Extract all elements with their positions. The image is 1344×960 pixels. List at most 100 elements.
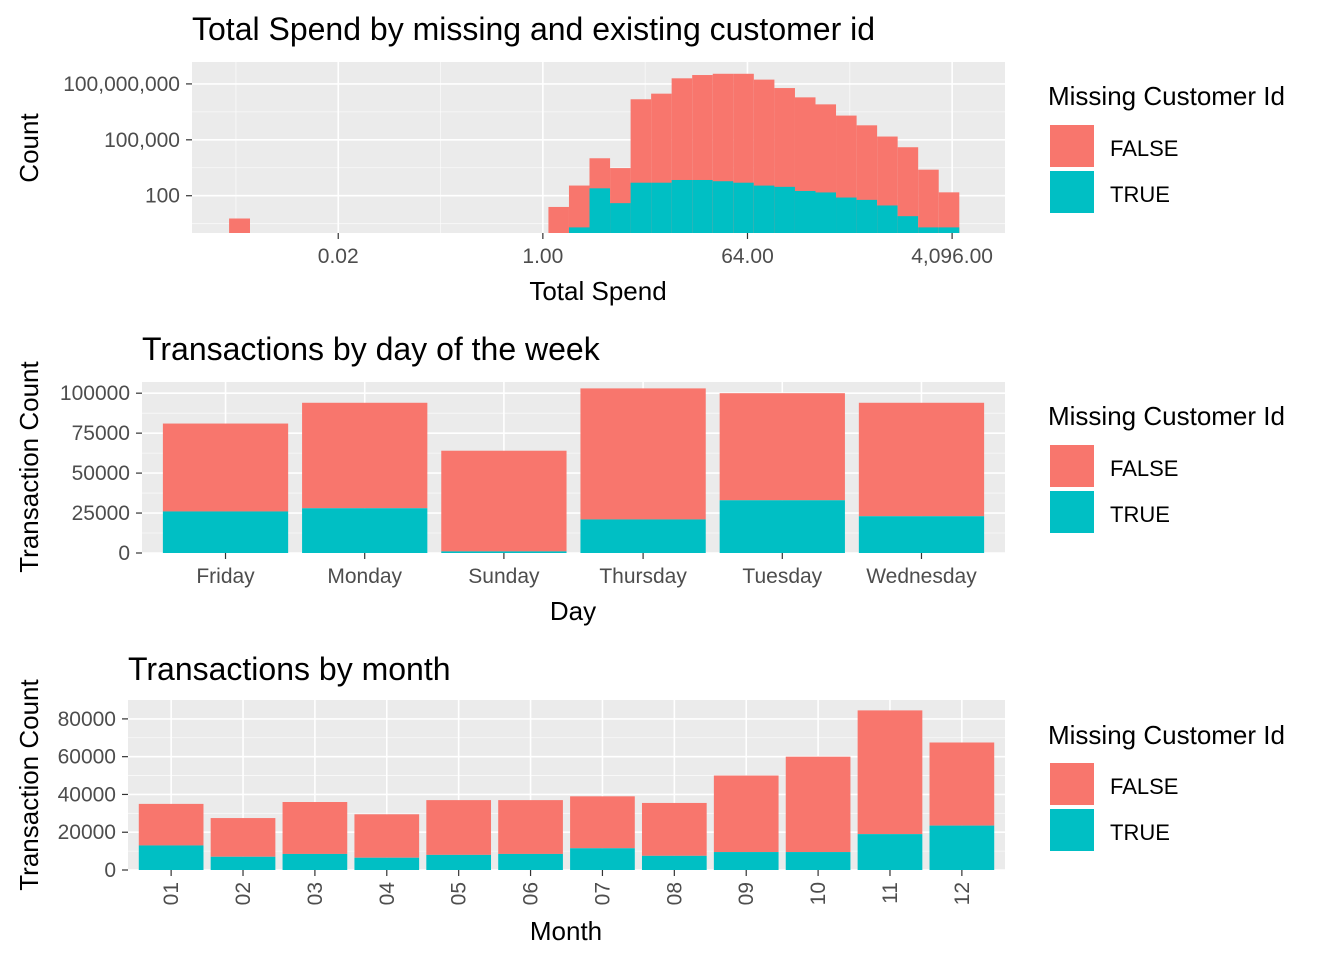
- x-tick-label: 12: [951, 882, 974, 905]
- bar-true: [671, 179, 693, 233]
- legend-key-true: [1050, 491, 1094, 533]
- bar-true: [733, 182, 754, 233]
- x-tick-label: 4,096.00: [911, 245, 993, 268]
- bar-true: [815, 192, 837, 233]
- legend-title: Missing Customer Id: [1048, 720, 1285, 750]
- chart-day-x-ticks: Friday Monday Sunday Thursday Tuesday Wednesd…: [196, 553, 977, 588]
- bar-false: [229, 218, 250, 233]
- bar-true: [877, 205, 898, 233]
- bar-false: [719, 393, 845, 501]
- chart-month-y-ticks: 0 20000 40000 60000 80000: [58, 708, 128, 882]
- x-tick-label: Friday: [196, 565, 255, 588]
- chart-spend-bars: [229, 73, 960, 234]
- bar-false: [441, 450, 567, 552]
- bar-false: [785, 756, 851, 853]
- bar-true: [938, 227, 960, 233]
- bar-true: [712, 181, 734, 233]
- bar-true: [138, 845, 204, 870]
- bar-true: [441, 551, 567, 553]
- x-tick-label: 09: [735, 882, 758, 905]
- y-tick-label: 20000: [58, 821, 116, 844]
- x-tick-label: 10: [807, 882, 830, 905]
- legend-key-true: [1050, 171, 1094, 213]
- bar-false: [641, 802, 707, 856]
- bar-true: [498, 853, 563, 870]
- chart-day: Transactions by day of the week Friday Mo…: [14, 331, 1285, 626]
- bar-false: [918, 169, 939, 233]
- legend-label-true: TRUE: [1110, 820, 1170, 845]
- x-tick-label: Monday: [327, 565, 402, 588]
- bar-true: [354, 857, 420, 870]
- bar-true: [929, 825, 995, 870]
- x-tick-label: 07: [591, 882, 614, 905]
- x-tick-label: 64.00: [721, 245, 774, 268]
- chart-day-y-axis-title: Transaction Count: [14, 360, 44, 572]
- legend-label-false: FALSE: [1110, 456, 1178, 481]
- bar-false: [302, 402, 428, 509]
- bar-true: [856, 199, 878, 233]
- y-tick-label: 50000: [72, 462, 130, 485]
- x-tick-label: 05: [448, 882, 471, 905]
- bar-true: [570, 848, 635, 870]
- bar-false: [929, 742, 995, 826]
- chart-spend-x-axis-title: Total Spend: [529, 276, 666, 306]
- chart-spend-title: Total Spend by missing and existing cust…: [192, 11, 875, 47]
- x-tick-label: 11: [879, 882, 902, 904]
- y-tick-label: 0: [118, 542, 130, 565]
- bar-true: [302, 508, 428, 553]
- bar-true: [610, 203, 631, 233]
- legend-key-true: [1050, 809, 1094, 851]
- chart-day-bars: [162, 388, 985, 553]
- bar-false: [568, 185, 590, 233]
- bar-true: [713, 852, 779, 870]
- y-tick-label: 80000: [58, 708, 116, 731]
- bar-false: [354, 814, 420, 858]
- chart-spend-legend: Missing Customer Id FALSE TRUE: [1048, 81, 1285, 213]
- x-tick-label: Tuesday: [742, 565, 822, 588]
- x-tick-label: 02: [232, 882, 255, 905]
- legend-key-false: [1050, 763, 1094, 805]
- bar-true: [651, 182, 672, 233]
- bar-false: [713, 775, 779, 853]
- y-tick-label: 40000: [58, 783, 116, 806]
- y-tick-label: 60000: [58, 746, 116, 769]
- y-tick-label: 75000: [72, 422, 130, 445]
- legend-title: Missing Customer Id: [1048, 81, 1285, 111]
- bar-false: [162, 423, 289, 512]
- bar-true: [836, 197, 857, 233]
- bar-true: [897, 216, 919, 233]
- bar-true: [794, 190, 816, 233]
- chart-spend: Total Spend by missing and existing cust…: [14, 11, 1285, 306]
- chart-month-x-axis-title: Month: [530, 916, 602, 946]
- x-tick-label: 0.02: [318, 245, 359, 268]
- chart-month: Transactions by month 01 02 03 04 05 06 07 08 09…: [14, 651, 1285, 946]
- bar-false: [580, 388, 706, 520]
- bar-true: [753, 185, 775, 233]
- x-tick-label: 06: [520, 882, 543, 905]
- bar-true: [719, 500, 845, 553]
- bar-false: [138, 803, 204, 846]
- chart-day-y-ticks: 0 25000 50000 75000 100000: [60, 382, 142, 565]
- chart-day-x-axis-title: Day: [550, 596, 596, 626]
- x-tick-label: 04: [376, 882, 399, 906]
- bar-true: [589, 188, 611, 233]
- bar-true: [858, 516, 985, 553]
- x-tick-label: 03: [304, 882, 327, 905]
- y-tick-label: 25000: [72, 502, 130, 525]
- chart-month-bars: [138, 710, 995, 870]
- bar-false: [857, 710, 923, 835]
- legend-label-true: TRUE: [1110, 502, 1170, 527]
- y-tick-label: 100: [145, 185, 180, 208]
- bar-true: [580, 519, 706, 553]
- bar-false: [282, 802, 348, 854]
- x-tick-label: 08: [663, 882, 686, 905]
- bar-true: [641, 855, 707, 870]
- bar-false: [570, 796, 635, 849]
- bar-false: [938, 192, 960, 233]
- chart-spend-y-ticks: 100 100,000 100,000,000: [63, 73, 192, 208]
- chart-spend-y-axis-title: Count: [14, 113, 44, 183]
- bar-true: [162, 511, 289, 553]
- bar-true: [630, 182, 652, 233]
- bar-false: [426, 800, 492, 855]
